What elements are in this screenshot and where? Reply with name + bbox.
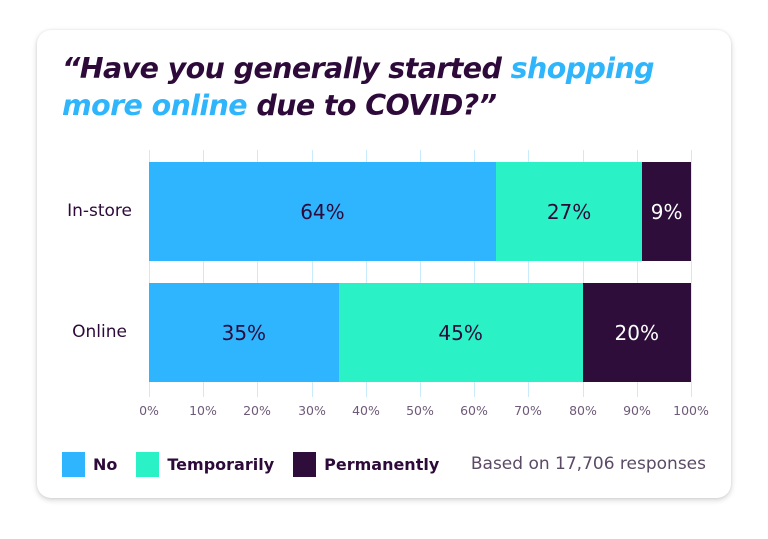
bar-in-store: 64% 27% 9%	[149, 162, 691, 261]
segment-in-store-permanently: 9%	[642, 162, 691, 261]
gridline	[583, 150, 584, 397]
segment-in-store-temporarily: 27%	[495, 162, 643, 261]
gridline	[312, 150, 313, 397]
responses-footnote: Based on 17,706 responses	[470, 454, 706, 474]
legend-swatch-permanently	[293, 452, 317, 477]
gridline	[474, 150, 475, 397]
gridline	[637, 150, 638, 397]
legend-item-temporarily: Temporarily	[136, 452, 274, 477]
gridline	[528, 150, 529, 397]
title-highlight: shopping more online	[62, 52, 655, 122]
segment-in-store-no: 64%	[149, 162, 496, 261]
title-part-1: “Have you generally started	[62, 52, 511, 85]
gridline	[691, 150, 692, 397]
gridline	[366, 150, 367, 397]
x-tick-label: 20%	[243, 403, 271, 418]
row-label-online: Online	[72, 322, 127, 342]
gridline	[257, 150, 258, 397]
x-tick-label: 90%	[623, 403, 651, 418]
segment-online-temporarily: 45%	[338, 283, 583, 382]
x-tick-label: 50%	[406, 403, 434, 418]
x-tick-label: 60%	[460, 403, 488, 418]
x-tick-label: 40%	[352, 403, 380, 418]
legend-item-permanently: Permanently	[293, 452, 439, 477]
legend-item-no: No	[62, 452, 117, 477]
x-tick-label: 30%	[298, 403, 326, 418]
chart-title: “Have you generally started shopping mor…	[62, 50, 722, 124]
legend: No Temporarily Permanently	[62, 452, 458, 477]
x-tick-label: 80%	[569, 403, 597, 418]
bar-online: 35% 45% 20%	[149, 283, 691, 382]
x-tick-label: 10%	[189, 403, 217, 418]
x-tick-label: 100%	[673, 403, 709, 418]
segment-online-no: 35%	[149, 283, 339, 382]
legend-label-temporarily: Temporarily	[167, 455, 275, 474]
x-tick-label: 70%	[514, 403, 542, 418]
row-label-in-store: In-store	[67, 201, 132, 221]
segment-online-permanently: 20%	[582, 283, 691, 382]
legend-label-no: No	[93, 455, 118, 474]
legend-swatch-temporarily	[136, 452, 160, 477]
legend-label-permanently: Permanently	[324, 455, 440, 474]
legend-swatch-no	[62, 452, 85, 477]
x-tick-label: 0%	[139, 403, 159, 418]
gridline	[149, 150, 150, 397]
chart-card	[37, 30, 731, 498]
title-part-2: due to COVID?”	[247, 89, 497, 122]
gridline	[420, 150, 421, 397]
gridline	[203, 150, 204, 397]
